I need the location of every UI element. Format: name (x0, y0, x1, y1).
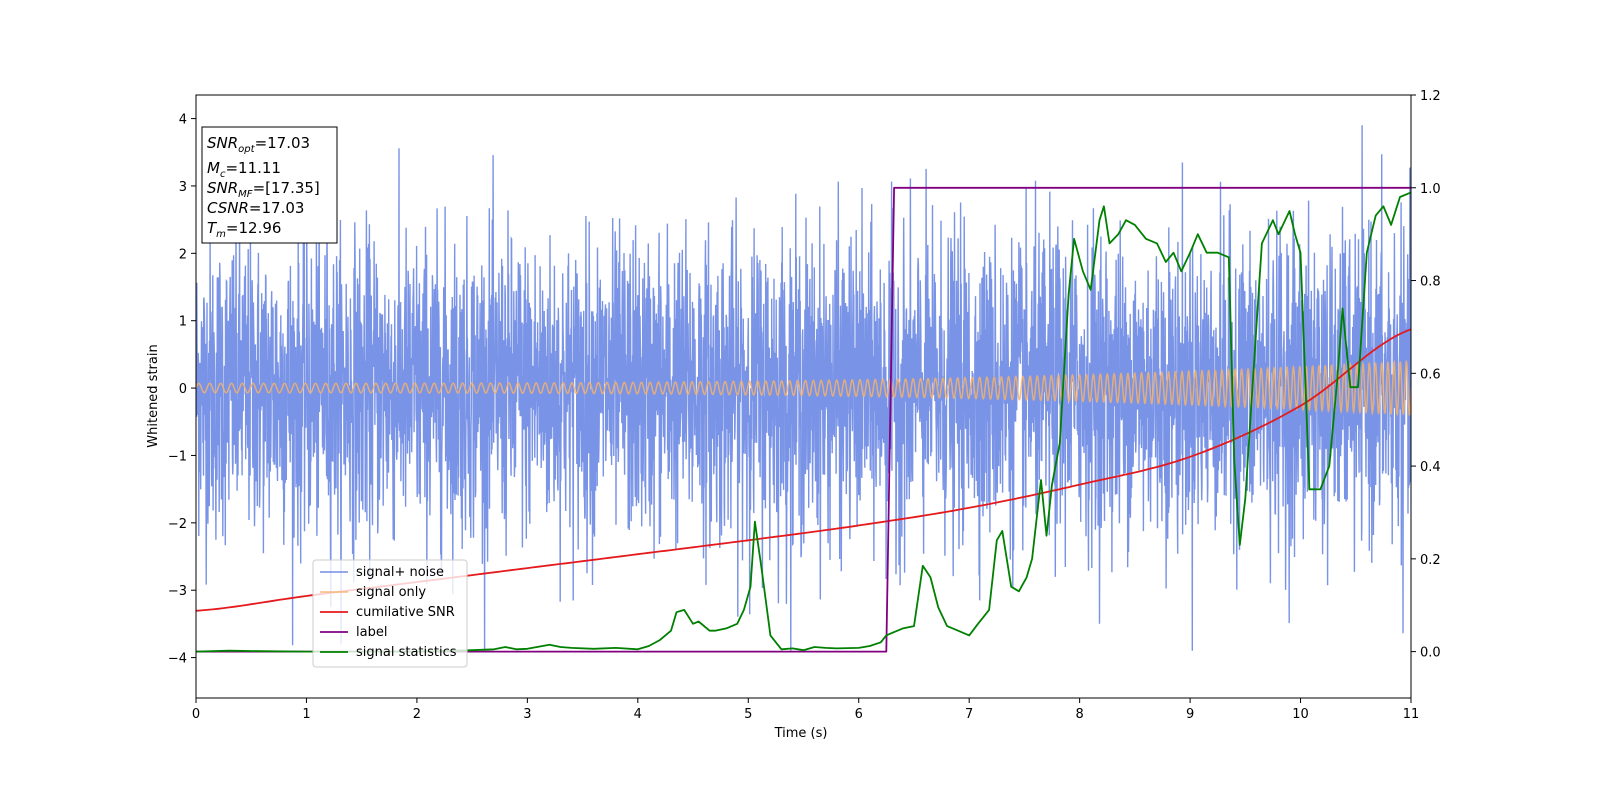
axes-layer: 0 1 2 3 4 5 6 7 8 9 10 1143210−1−2−3−41.21.00.80.60… (168, 89, 1441, 722)
legend-label-signal-noise: signal+ noise (356, 565, 444, 580)
legend-label-signal-only: signal only (356, 585, 426, 600)
plot-frame (195, 94, 1412, 699)
info-mc: Mc=11.11 (207, 159, 281, 180)
x-tick-label: 0 (192, 707, 200, 722)
series-signal-only (196, 359, 1411, 417)
info-tm: Tm=12.96 (207, 219, 281, 240)
y2-tick-label: 1.0 (1420, 182, 1441, 197)
legend-label-signal-statistics: signal statistics (356, 645, 457, 660)
info-box-frame (201, 126, 338, 244)
info-snr-mf: SNRMF=[17.35] (207, 179, 320, 200)
info-snr-opt: SNRopt=17.03 (207, 134, 310, 155)
y2-tick-label: 0.0 (1420, 646, 1441, 661)
legend-frame (312, 559, 468, 668)
x-tick-label: 1 (302, 707, 310, 722)
y-axis-label: Whitened strain (146, 344, 161, 447)
info-box: SNRopt=17.03 Mc=11.11 SNRMF=[17.35] CSNR… (201, 126, 338, 244)
x-tick-label: 3 (523, 707, 531, 722)
x-tick-label: 10 (1292, 707, 1309, 722)
y-tick-label: 1 (179, 315, 187, 330)
y-tick-label: 4 (179, 113, 187, 128)
y-tick-label: −1 (168, 449, 187, 464)
series-label (196, 186, 1411, 653)
y2-tick-label: 0.8 (1420, 275, 1441, 290)
x-tick-label: 5 (744, 707, 752, 722)
y-tick-label: −2 (168, 517, 187, 532)
x-tick-label: 2 (413, 707, 421, 722)
y-tick-label: −3 (168, 584, 187, 599)
info-csnr: CSNR=17.03 (207, 199, 304, 217)
y-tick-label: 2 (179, 247, 187, 262)
x-tick-label: 9 (1186, 707, 1194, 722)
x-tick-label: 11 (1403, 707, 1420, 722)
y2-tick-label: 0.2 (1420, 553, 1441, 568)
x-tick-label: 8 (1075, 707, 1083, 722)
y-tick-label: 3 (179, 180, 187, 195)
y2-tick-label: 0.6 (1420, 367, 1441, 382)
legend-label-label: label (356, 625, 387, 640)
y2-tick-label: 0.4 (1420, 460, 1441, 475)
y-tick-label: −4 (168, 652, 187, 667)
x-tick-label: 6 (855, 707, 863, 722)
x-axis-label: Time (s) (774, 726, 828, 741)
legend: signal+ noise signal only cumilative SNR… (312, 559, 468, 668)
legend-label-cumulative-snr: cumilative SNR (356, 605, 455, 620)
y-tick-label: 0 (179, 382, 187, 397)
series-signal-statistics (196, 191, 1411, 653)
x-tick-label: 4 (634, 707, 642, 722)
y2-tick-label: 1.2 (1420, 89, 1441, 104)
x-tick-label: 7 (965, 707, 973, 722)
